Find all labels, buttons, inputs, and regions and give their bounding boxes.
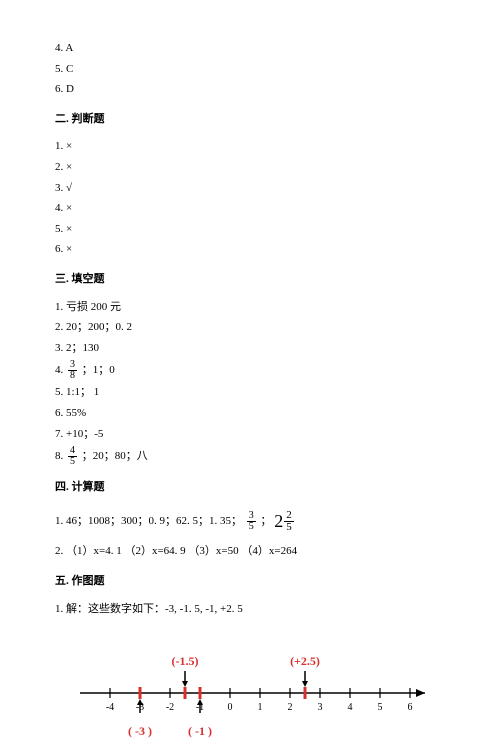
section-4-body: 1. 46；1008；300；0. 9；62. 5；1. 35； 3 5 ； 2…	[55, 507, 445, 561]
number-line-figure: -4-3-2-10123456(-1.5)(+2.5)( -3 )( -1 )	[55, 638, 445, 748]
svg-text:5: 5	[378, 702, 383, 713]
svg-text:1: 1	[258, 702, 263, 713]
section-3-title: 三. 填空题	[55, 271, 445, 289]
answer-5: 5. C	[55, 61, 445, 79]
frac-num: 3	[247, 511, 256, 522]
s3-i2: 2. 20；200；0. 2	[55, 319, 445, 337]
svg-text:-2: -2	[166, 702, 174, 713]
number-line-svg: -4-3-2-10123456(-1.5)(+2.5)( -3 )( -1 )	[65, 638, 435, 748]
s3-i7: 7. +10；-5	[55, 426, 445, 444]
ans-val: C	[66, 63, 73, 75]
s4-i1-mid: ；	[261, 515, 275, 527]
frac-den: 5	[284, 522, 294, 533]
answer-6: 6. D	[55, 81, 445, 99]
mixed-int: 2	[274, 507, 283, 536]
section-5-title: 五. 作图题	[55, 573, 445, 591]
s3-i4: 4. 3 8 ；1；0	[55, 360, 445, 381]
s3-i5: 5. 1:1； 1	[55, 384, 445, 402]
section-2-body: 1. × 2. × 3. √ 4. × 5. × 6. ×	[55, 138, 445, 259]
ans-text: 6	[55, 83, 61, 95]
s2-i2: 2. ×	[55, 159, 445, 177]
s3-i3: 3. 2；130	[55, 340, 445, 358]
s4-i1-prefix: 1. 46；1008；300；0. 9；62. 5；1. 35；	[55, 515, 245, 527]
svg-text:-4: -4	[106, 702, 114, 713]
ans-text: 4	[55, 42, 61, 54]
svg-text:(+2.5): (+2.5)	[290, 654, 320, 668]
ans-val: A	[65, 42, 73, 54]
s3-i8-suffix: ；20；80；八	[82, 450, 148, 462]
ans-val: D	[66, 83, 74, 95]
s5-i1: 1. 解：这些数字如下：-3, -1. 5, -1, +2. 5	[55, 601, 445, 619]
frac-den: 5	[68, 457, 77, 467]
svg-text:3: 3	[318, 702, 323, 713]
fraction-3-5: 3 5	[247, 511, 256, 532]
s3-i8-prefix: 8.	[55, 450, 66, 462]
section-3-body: 1. 亏损 200 元 2. 20；200；0. 2 3. 2；130 4. 3…	[55, 299, 445, 468]
frac-den: 8	[68, 371, 77, 381]
svg-text:( -1 ): ( -1 )	[188, 724, 212, 738]
preamble-answers: 4. A 5. C 6. D	[55, 40, 445, 99]
answer-4: 4. A	[55, 40, 445, 58]
fraction-4-5: 4 5	[68, 446, 77, 467]
frac-num: 2	[284, 510, 294, 522]
s4-i1: 1. 46；1008；300；0. 9；62. 5；1. 35； 3 5 ； 2…	[55, 507, 445, 536]
svg-text:0: 0	[228, 702, 233, 713]
s3-i6: 6. 55%	[55, 405, 445, 423]
frac-den: 5	[247, 522, 256, 532]
fraction-3-8: 3 8	[68, 360, 77, 381]
svg-text:(-1.5): (-1.5)	[172, 654, 199, 668]
s3-i1: 1. 亏损 200 元	[55, 299, 445, 317]
svg-text:4: 4	[348, 702, 353, 713]
section-2-title: 二. 判断题	[55, 111, 445, 129]
s4-i2: 2. （1）x=4. 1 （2）x=64. 9 （3）x=50 （4）x=264	[55, 543, 445, 561]
s3-i4-prefix: 4.	[55, 364, 66, 376]
s2-i1: 1. ×	[55, 138, 445, 156]
s3-i4-suffix: ；1；0	[82, 364, 115, 376]
svg-text:2: 2	[288, 702, 293, 713]
ans-text: 5	[55, 63, 61, 75]
svg-text:( -3 ): ( -3 )	[128, 724, 152, 738]
s2-i5: 5. ×	[55, 221, 445, 239]
section-5-body: 1. 解：这些数字如下：-3, -1. 5, -1, +2. 5	[55, 601, 445, 619]
s2-i4: 4. ×	[55, 200, 445, 218]
s2-i3: 3. √	[55, 180, 445, 198]
section-4-title: 四. 计算题	[55, 479, 445, 497]
s2-i6: 6. ×	[55, 241, 445, 259]
svg-text:6: 6	[408, 702, 413, 713]
mixed-frac-2-5: 2 5	[284, 510, 294, 533]
s3-i8: 8. 4 5 ；20；80；八	[55, 446, 445, 467]
